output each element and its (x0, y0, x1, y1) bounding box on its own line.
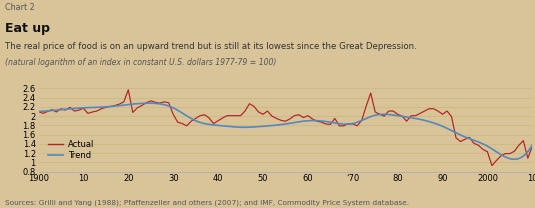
Text: Sources: Grilli and Yang (1988); Pfaffenzeller and others (2007); and IMF, Commo: Sources: Grilli and Yang (1988); Pfaffen… (5, 199, 409, 206)
Text: Chart 2: Chart 2 (5, 3, 35, 12)
Text: Eat up: Eat up (5, 22, 50, 35)
Legend: Actual, Trend: Actual, Trend (45, 137, 97, 163)
Text: (natural logarithm of an index in constant U.S. dollars 1977-79 = 100): (natural logarithm of an index in consta… (5, 58, 277, 67)
Text: The real price of food is on an upward trend but is still at its lowest since th: The real price of food is on an upward t… (5, 42, 417, 51)
